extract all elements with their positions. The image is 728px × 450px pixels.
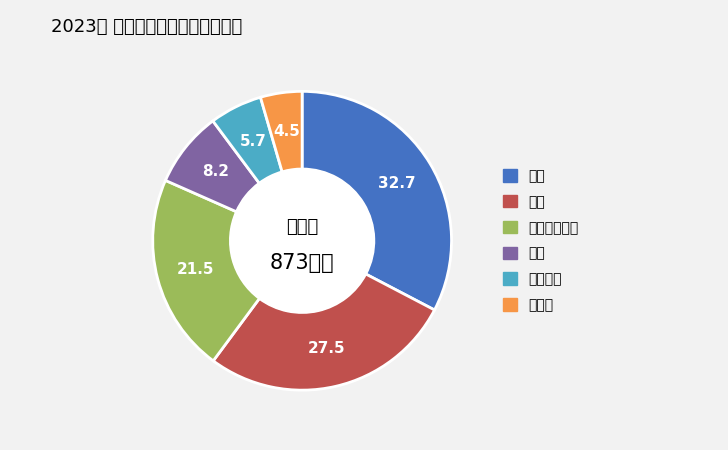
Text: 8.2: 8.2 (202, 164, 229, 179)
Text: 2023年 輸出相手国のシェア（％）: 2023年 輸出相手国のシェア（％） (51, 18, 242, 36)
Text: 21.5: 21.5 (176, 261, 214, 277)
Legend: 韓国, 中国, シンガポール, 米国, ベトナム, その他: 韓国, 中国, シンガポール, 米国, ベトナム, その他 (503, 169, 579, 312)
Text: 873万円: 873万円 (270, 253, 334, 273)
Circle shape (230, 169, 374, 312)
Wedge shape (302, 91, 451, 310)
Wedge shape (213, 97, 282, 183)
Wedge shape (261, 91, 302, 172)
Wedge shape (153, 180, 259, 361)
Wedge shape (213, 274, 435, 390)
Text: 32.7: 32.7 (378, 176, 416, 191)
Text: 4.5: 4.5 (273, 124, 300, 139)
Text: 総　額: 総 額 (286, 218, 318, 236)
Wedge shape (165, 121, 259, 212)
Text: 5.7: 5.7 (240, 134, 266, 149)
Text: 27.5: 27.5 (308, 341, 346, 356)
